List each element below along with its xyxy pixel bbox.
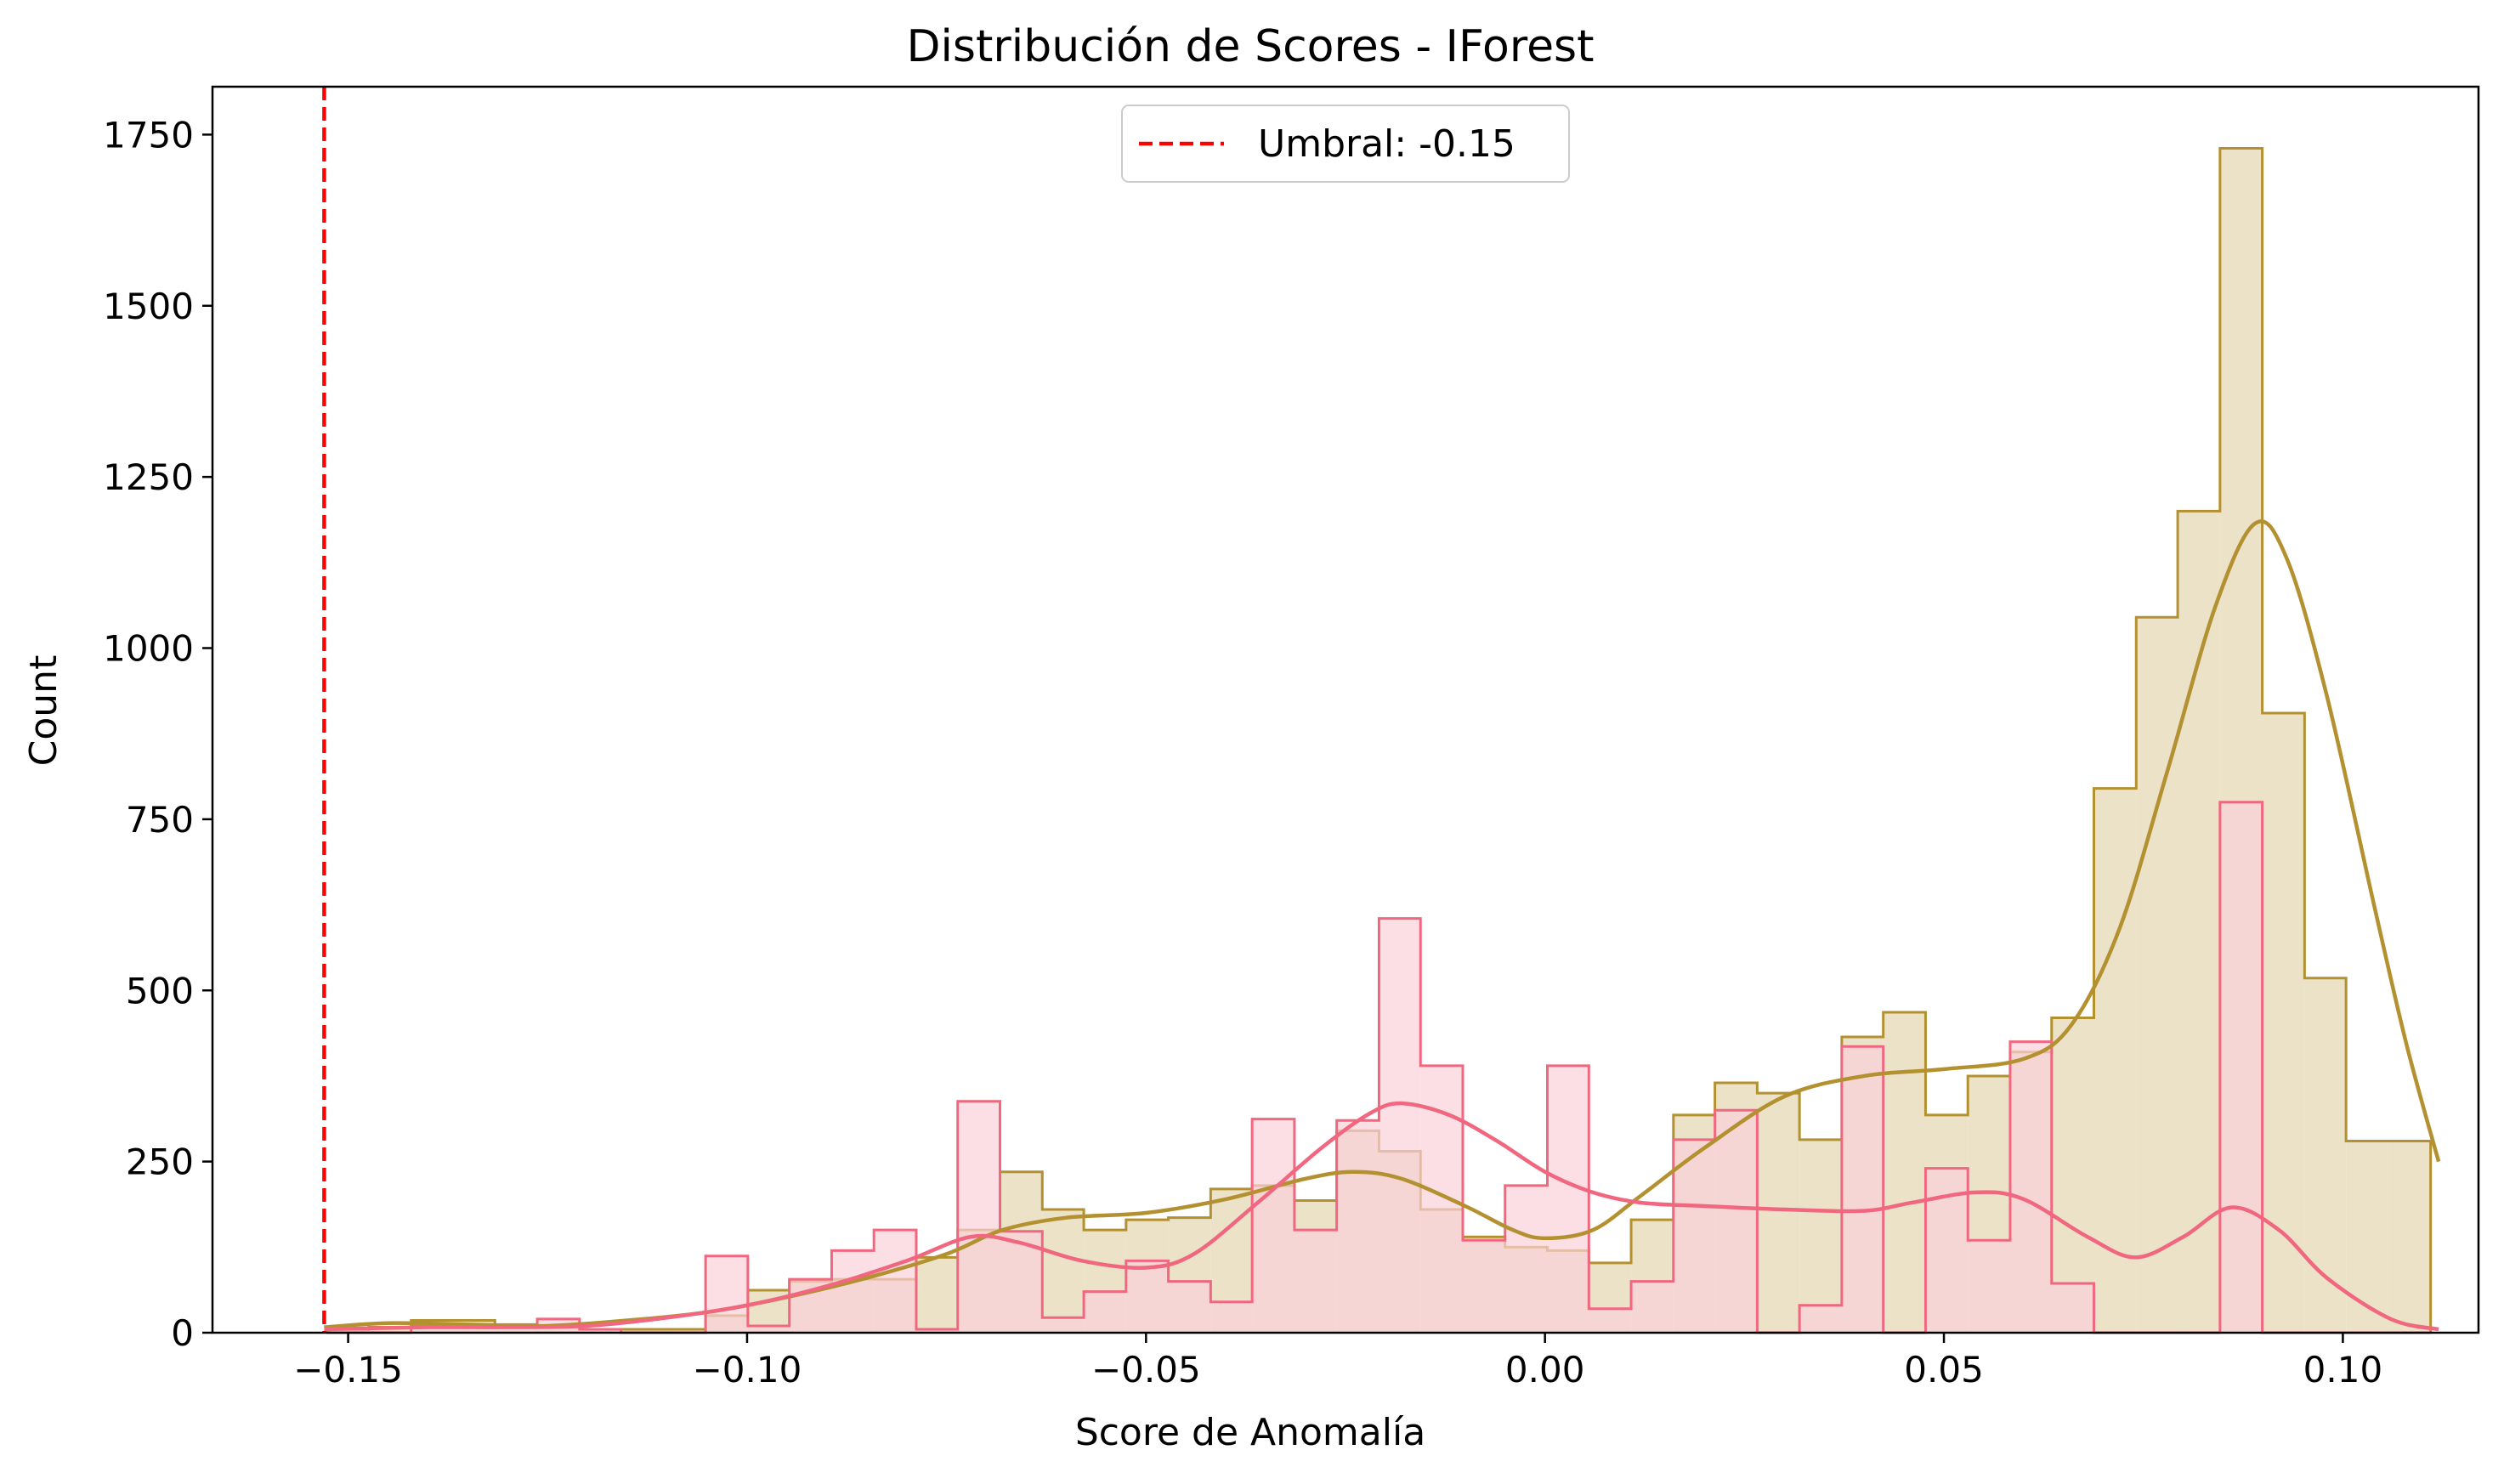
bar bbox=[411, 1325, 454, 1333]
y-axis-label: Count bbox=[22, 655, 65, 767]
bar bbox=[831, 1250, 875, 1333]
series-1-outline bbox=[326, 801, 2431, 1334]
y-tick-label: 1250 bbox=[103, 456, 194, 498]
histogram-bars bbox=[325, 146, 2433, 1334]
bar bbox=[1883, 1012, 1926, 1333]
bar bbox=[1294, 1230, 1337, 1333]
bar bbox=[2136, 617, 2178, 1333]
bar bbox=[1379, 918, 1421, 1333]
bar bbox=[1168, 1281, 1211, 1333]
bar bbox=[915, 1257, 958, 1333]
bar bbox=[1589, 1308, 1632, 1333]
bar bbox=[2051, 1017, 2094, 1333]
bar bbox=[453, 1325, 496, 1333]
y-tick-label: 500 bbox=[126, 970, 194, 1011]
bar bbox=[2178, 511, 2220, 1333]
bar bbox=[1757, 1093, 1800, 1333]
bar bbox=[1841, 1046, 1884, 1333]
bar bbox=[915, 1328, 958, 1333]
bar bbox=[1042, 1209, 1085, 1333]
bar bbox=[2093, 788, 2137, 1333]
bar bbox=[747, 1325, 790, 1333]
bar bbox=[1673, 1139, 1715, 1333]
legend-threshold-label: Umbral: -0.15 bbox=[1258, 122, 1515, 166]
x-tick-label: 0.10 bbox=[2303, 1349, 2383, 1391]
bar bbox=[1125, 1260, 1169, 1333]
plot-frame bbox=[211, 85, 2480, 1334]
bar bbox=[874, 1230, 916, 1333]
bar bbox=[495, 1325, 538, 1333]
legend: Umbral: -0.15 bbox=[1121, 105, 1570, 183]
x-tick-label: −0.05 bbox=[1091, 1349, 1201, 1391]
legend-box bbox=[1121, 105, 1570, 183]
bar bbox=[1799, 1139, 1842, 1333]
bar bbox=[1336, 1120, 1379, 1333]
bar bbox=[620, 1328, 664, 1333]
bar bbox=[1084, 1291, 1126, 1333]
bar bbox=[1504, 1185, 1548, 1333]
bar bbox=[1210, 1301, 1253, 1333]
bar bbox=[1042, 1317, 1085, 1333]
bar bbox=[1252, 1119, 1294, 1333]
series-1-kde-curve bbox=[324, 1101, 2439, 1332]
bar bbox=[1462, 1240, 1505, 1333]
y-tick-label: 750 bbox=[126, 799, 194, 841]
chart-title: Distribución de Scores - IForest bbox=[906, 21, 1594, 72]
bar bbox=[2219, 801, 2263, 1333]
bar bbox=[2262, 713, 2305, 1333]
bar bbox=[2388, 1141, 2431, 1333]
bar bbox=[2304, 977, 2347, 1333]
x-axis-ticks: −0.15 −0.10 −0.05 0.00 0.05 0.10 bbox=[293, 1333, 2382, 1391]
bar bbox=[2051, 1283, 2094, 1333]
x-tick-label: 0.00 bbox=[1505, 1349, 1585, 1391]
x-axis-label: Score de Anomalía bbox=[1075, 1411, 1425, 1454]
series-1-bars bbox=[326, 801, 2431, 1334]
bar bbox=[705, 1255, 748, 1333]
y-tick-label: 1750 bbox=[103, 114, 194, 156]
bar bbox=[663, 1328, 706, 1333]
bar bbox=[2009, 1041, 2052, 1333]
bar bbox=[368, 1327, 411, 1333]
bar bbox=[1714, 1110, 1758, 1333]
bar bbox=[579, 1328, 621, 1333]
bar bbox=[1631, 1281, 1674, 1333]
y-axis-ticks: 0 250 500 750 1000 1250 1500 1750 bbox=[103, 114, 212, 1354]
y-tick-label: 1000 bbox=[103, 628, 194, 670]
x-tick-label: 0.05 bbox=[1904, 1349, 1984, 1391]
kde-curves bbox=[324, 519, 2441, 1332]
x-tick-label: −0.10 bbox=[693, 1349, 802, 1391]
bar bbox=[957, 1101, 1000, 1333]
y-tick-label: 1500 bbox=[103, 286, 194, 327]
x-tick-label: −0.15 bbox=[293, 1349, 403, 1391]
bar bbox=[1968, 1240, 2010, 1333]
bar bbox=[326, 1328, 369, 1333]
bar bbox=[1799, 1305, 1842, 1333]
y-tick-label: 250 bbox=[126, 1141, 194, 1183]
y-tick-label: 0 bbox=[171, 1312, 194, 1354]
bar bbox=[2346, 1141, 2388, 1333]
bar bbox=[1547, 1065, 1589, 1333]
